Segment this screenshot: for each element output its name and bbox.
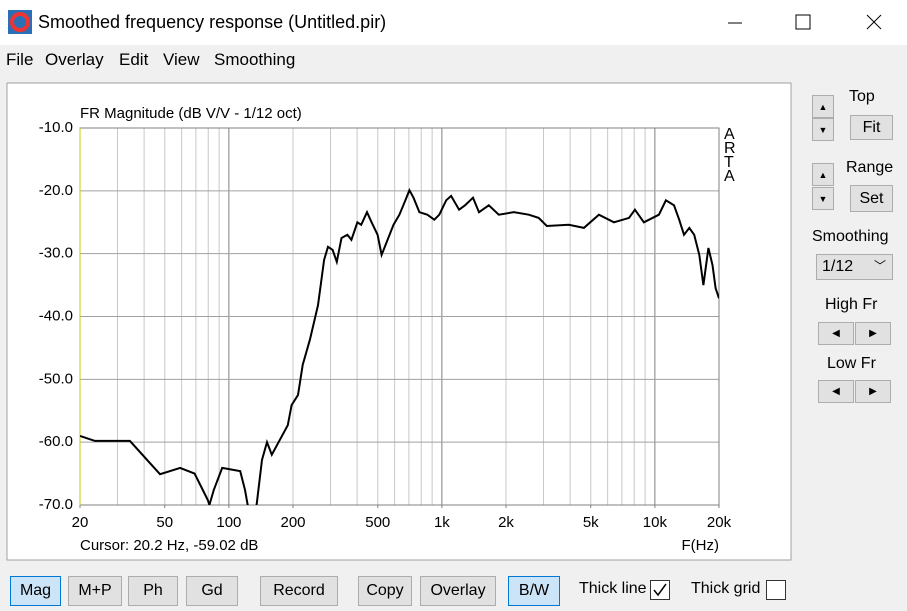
x-tick-label: 200 bbox=[280, 514, 305, 531]
label: Low Fr bbox=[827, 355, 876, 372]
title-bar: Smoothed frequency response (Untitled.pi… bbox=[0, 0, 907, 45]
menu-item[interactable]: Edit bbox=[119, 50, 149, 69]
menu-item[interactable]: Smoothing bbox=[214, 50, 296, 69]
plot-panel bbox=[6, 82, 792, 561]
checkbox[interactable] bbox=[766, 580, 786, 600]
y-tick-label: -70.0 bbox=[39, 496, 73, 513]
toolbar-button[interactable]: Mag bbox=[10, 576, 61, 606]
arrow-button[interactable]: ◀ bbox=[818, 322, 854, 345]
x-tick-label: 2k bbox=[498, 514, 514, 531]
label: Top bbox=[849, 88, 875, 105]
toolbar-button[interactable]: Ph bbox=[128, 576, 178, 606]
toolbar-button[interactable]: B/W bbox=[508, 576, 560, 606]
window-controls[interactable] bbox=[720, 8, 900, 38]
x-tick-label: 1k bbox=[434, 514, 450, 531]
x-tick-label: 5k bbox=[583, 514, 599, 531]
label: Smoothing bbox=[812, 228, 889, 245]
app-icon bbox=[8, 10, 32, 34]
label: High Fr bbox=[825, 296, 878, 313]
button[interactable]: Fit bbox=[850, 115, 893, 140]
y-tick-label: -20.0 bbox=[39, 182, 73, 199]
menu-item[interactable]: File bbox=[6, 50, 34, 69]
toolbar-button[interactable]: Gd bbox=[186, 576, 238, 606]
y-tick-label: -60.0 bbox=[39, 433, 73, 450]
x-tick-label: 20k bbox=[707, 514, 732, 531]
x-tick-label: 50 bbox=[156, 514, 173, 531]
spin-button[interactable]: ▼ bbox=[812, 187, 834, 210]
y-tick-label: -30.0 bbox=[39, 245, 73, 262]
menu-item[interactable]: Overlay bbox=[45, 50, 104, 69]
button[interactable]: Set bbox=[850, 185, 893, 212]
side-panel-bg bbox=[796, 83, 907, 560]
window-title: Smoothed frequency response (Untitled.pi… bbox=[38, 12, 387, 32]
y-tick-label: -10.0 bbox=[39, 119, 73, 136]
checkbox-label: Thick grid bbox=[691, 580, 761, 597]
dropdown-value: 1/12 bbox=[822, 258, 854, 275]
arrow-button[interactable]: ▶ bbox=[855, 380, 891, 403]
checkbox[interactable] bbox=[650, 580, 670, 600]
spin-button[interactable]: ▼ bbox=[812, 118, 834, 141]
spin-button[interactable]: ▲ bbox=[812, 163, 834, 186]
y-tick-label: -50.0 bbox=[39, 370, 73, 387]
arrow-button[interactable]: ◀ bbox=[818, 380, 854, 403]
checkbox-label: Thick line bbox=[579, 580, 647, 597]
label: Range bbox=[846, 159, 894, 176]
brand-label: ARTA bbox=[724, 126, 736, 185]
toolbar-button[interactable]: Copy bbox=[358, 576, 412, 606]
spin-button[interactable]: ▲ bbox=[812, 95, 834, 118]
x-tick-label: 100 bbox=[216, 514, 241, 531]
check-mark bbox=[653, 583, 667, 597]
x-tick-label: 500 bbox=[365, 514, 390, 531]
toolbar-button[interactable]: Overlay bbox=[420, 576, 496, 606]
toolbar-button[interactable]: M+P bbox=[68, 576, 122, 606]
response-line bbox=[80, 187, 719, 505]
chart-title: FR Magnitude (dB V/V - 1/12 oct) bbox=[80, 105, 302, 122]
menu-item[interactable]: View bbox=[163, 50, 200, 69]
dropdown-arrow: ﹀ bbox=[873, 259, 886, 273]
y-tick-label: -40.0 bbox=[39, 307, 73, 324]
arrow-button[interactable]: ▶ bbox=[855, 322, 891, 345]
x-tick-label: 10k bbox=[643, 514, 668, 531]
x-axis-label: F(Hz) bbox=[682, 537, 720, 554]
cursor-readout: Cursor: 20.2 Hz, -59.02 dB bbox=[80, 537, 258, 554]
toolbar-button[interactable]: Record bbox=[260, 576, 338, 606]
x-tick-label: 20 bbox=[72, 514, 89, 531]
dropdown[interactable]: 1/12 ﹀ bbox=[816, 254, 893, 280]
